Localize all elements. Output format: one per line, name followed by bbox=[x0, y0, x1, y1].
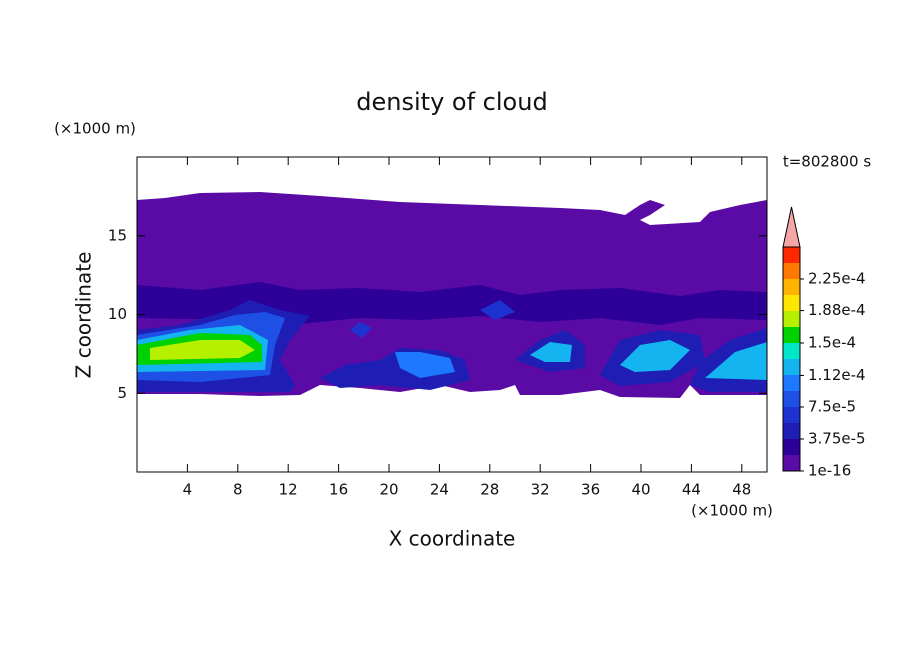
contour-region bbox=[480, 300, 515, 320]
colorbar-band bbox=[783, 455, 800, 471]
y-unit: (×1000 m) bbox=[54, 120, 136, 138]
colorbar-band bbox=[783, 327, 800, 343]
annotation: t=802800 s bbox=[783, 153, 871, 171]
colorbar-tick-label: 1.88e-4 bbox=[808, 301, 866, 319]
colorbar-band bbox=[783, 247, 800, 263]
x-tick-label: 32 bbox=[531, 481, 550, 499]
x-axis-label: X coordinate bbox=[389, 527, 516, 551]
colorbar-band bbox=[783, 439, 800, 455]
colorbar-band bbox=[783, 407, 800, 423]
colorbar-band bbox=[783, 359, 800, 375]
x-tick-label: 8 bbox=[233, 481, 243, 499]
contour-region bbox=[150, 340, 255, 360]
colorbar-band bbox=[783, 375, 800, 391]
colorbar-band bbox=[783, 311, 800, 327]
colorbar-band bbox=[783, 391, 800, 407]
x-tick-label: 40 bbox=[631, 481, 650, 499]
x-unit: (×1000 m) bbox=[691, 502, 773, 520]
x-tick-label: 12 bbox=[279, 481, 298, 499]
colorbar-tick-label: 1e-16 bbox=[808, 462, 851, 480]
y-tick-label: 10 bbox=[108, 305, 127, 323]
contour-region bbox=[395, 352, 455, 378]
colorbar-tick-label: 7.5e-5 bbox=[808, 398, 856, 416]
colorbar-frame bbox=[782, 246, 801, 472]
x-tick-label: 24 bbox=[430, 481, 449, 499]
y-tick-label: 15 bbox=[108, 226, 127, 244]
colorbar-band bbox=[783, 343, 800, 359]
x-tick-label: 48 bbox=[732, 481, 751, 499]
colorbar-band bbox=[783, 423, 800, 439]
colorbar-band bbox=[783, 263, 800, 279]
colorbar-tick-label: 2.25e-4 bbox=[808, 270, 866, 288]
contour-field bbox=[137, 192, 767, 398]
colorbar-tick-label: 3.75e-5 bbox=[808, 430, 866, 448]
y-axis-label: Z coordinate bbox=[72, 252, 96, 379]
x-tick-label: 4 bbox=[183, 481, 193, 499]
colorbar-tick-label: 1.5e-4 bbox=[808, 334, 856, 352]
x-tick-label: 28 bbox=[480, 481, 499, 499]
contour-region bbox=[530, 342, 572, 362]
contour-region bbox=[620, 340, 690, 372]
x-tick-label: 20 bbox=[379, 481, 398, 499]
x-tick-label: 16 bbox=[329, 481, 348, 499]
colorbar-band bbox=[783, 295, 800, 311]
y-tick-label: 5 bbox=[117, 384, 127, 402]
contour-region bbox=[705, 342, 767, 380]
contour-region bbox=[350, 322, 372, 338]
x-tick-label: 44 bbox=[682, 481, 701, 499]
colorbar-band bbox=[783, 279, 800, 295]
chart-title: density of cloud bbox=[356, 88, 547, 116]
colorbar-tick-label: 1.12e-4 bbox=[808, 366, 866, 384]
x-tick-label: 36 bbox=[581, 481, 600, 499]
